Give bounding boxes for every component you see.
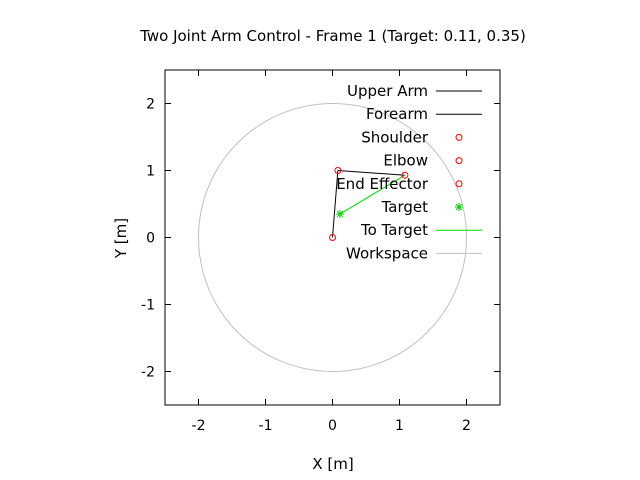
y-tick-label: 2 [146,97,155,113]
x-tick-label: 0 [328,418,337,434]
legend-swatch-shoulder [455,133,463,141]
forearm-line [337,170,405,176]
target-point [335,210,344,219]
x-tick-label: -2 [192,418,206,434]
legend-label-elbow: Elbow [383,152,428,170]
y-tick-label: -2 [141,365,155,381]
plot-content [198,103,467,372]
legend-label-upper-arm: Upper Arm [347,82,428,100]
x-tick-label: 2 [462,418,471,434]
chart-title: Two Joint Arm Control - Frame 1 (Target:… [139,27,526,45]
legend-swatch-elbow [455,157,463,165]
legend-label-to-target: To Target [360,221,428,239]
upper-arm-line [332,170,339,238]
axis-ticks: -2 -1 0 1 2 -2 -1 0 1 2 [141,70,500,434]
y-tick-label: -1 [141,298,155,314]
shoulder-point [329,234,336,241]
legend-label-workspace: Workspace [346,244,428,262]
x-axis-label: X [m] [312,455,353,473]
legend-label-forearm: Forearm [366,105,428,123]
elbow-point [334,167,342,174]
end-effector-point [401,171,409,179]
y-tick-label: 1 [146,164,155,180]
y-axis-label: Y [m] [112,218,130,259]
x-tick-label: 1 [395,418,404,434]
legend: Upper Arm Forearm Shoulder Elbow End Effecto… [336,82,482,262]
x-tick-label: -1 [259,418,273,434]
legend-label-end-effector: End Effector [336,175,429,193]
workspace-circle [198,103,467,372]
legend-swatch-target [455,203,463,211]
legend-label-target: Target [381,198,429,216]
legend-label-shoulder: Shoulder [361,128,429,146]
y-tick-label: 0 [146,231,155,247]
legend-swatch-target-d2 [455,203,463,211]
legend-swatch-end-effector [455,180,463,188]
target-point-d2 [336,210,344,218]
to-target-line [339,174,406,215]
